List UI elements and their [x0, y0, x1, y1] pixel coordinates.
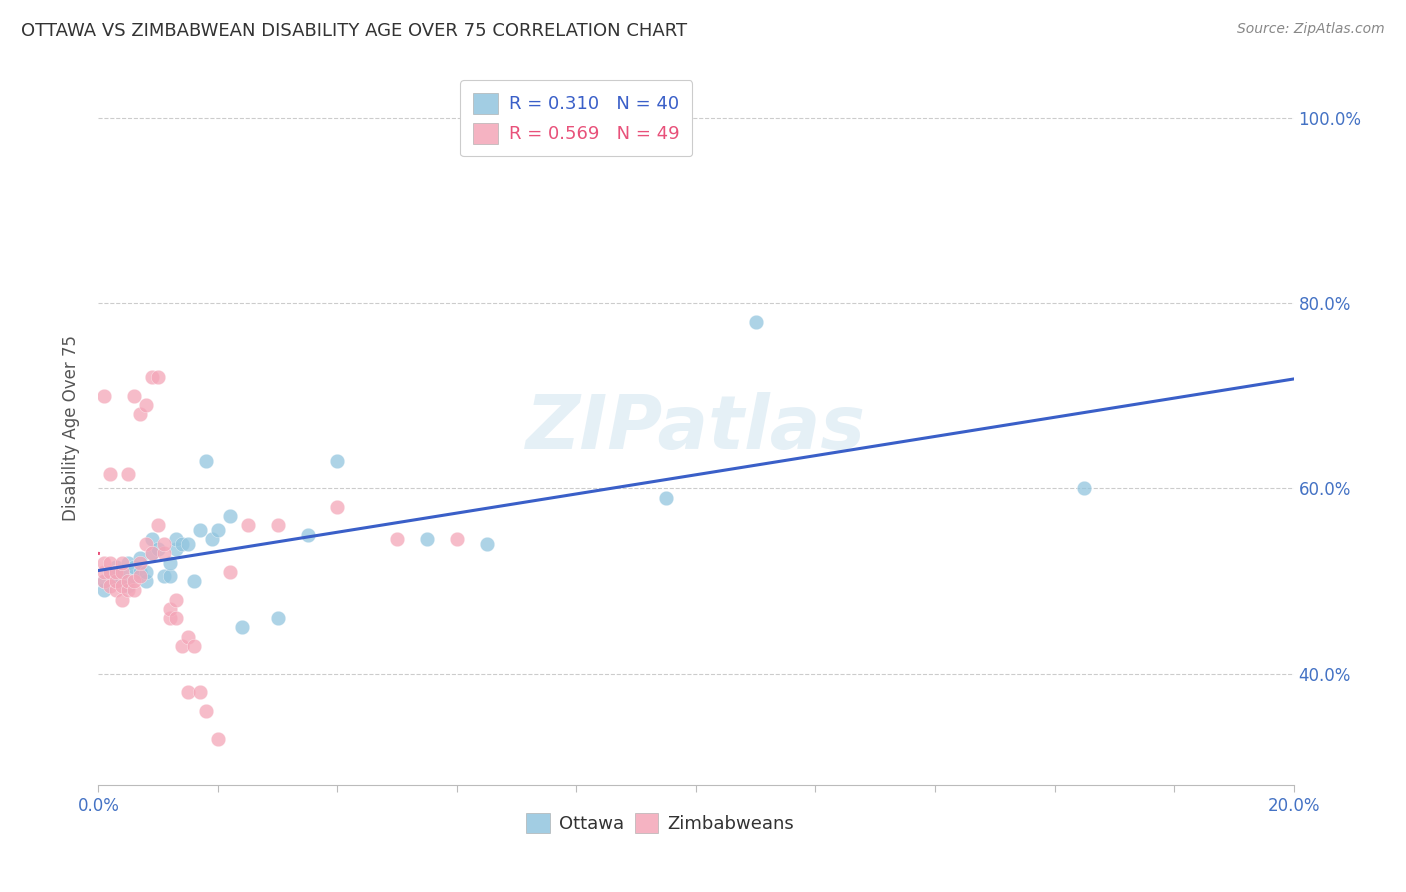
- Point: [98, 467, 122, 482]
- Point: [207, 731, 229, 746]
- Point: [207, 523, 229, 537]
- Point: [105, 574, 128, 588]
- Point: [105, 583, 128, 598]
- Point: [159, 602, 181, 616]
- Point: [165, 541, 187, 556]
- Point: [446, 533, 468, 547]
- Point: [124, 389, 146, 403]
- Point: [111, 574, 134, 588]
- Point: [267, 518, 290, 533]
- Point: [129, 565, 152, 579]
- Point: [105, 560, 128, 574]
- Point: [135, 565, 157, 579]
- Point: [129, 569, 152, 583]
- Point: [141, 546, 163, 560]
- Point: [159, 611, 181, 625]
- Point: [195, 453, 218, 467]
- Point: [1073, 482, 1095, 496]
- Point: [124, 583, 146, 598]
- Point: [172, 639, 194, 653]
- Point: [159, 569, 181, 583]
- Point: [135, 574, 157, 588]
- Point: [655, 491, 678, 505]
- Point: [177, 537, 200, 551]
- Point: [111, 565, 134, 579]
- Point: [93, 574, 115, 588]
- Point: [111, 592, 134, 607]
- Point: [98, 556, 122, 570]
- Point: [129, 550, 152, 565]
- Point: [117, 556, 139, 570]
- Point: [93, 583, 115, 598]
- Point: [172, 537, 194, 551]
- Point: [141, 533, 163, 547]
- Point: [231, 620, 253, 634]
- Text: ZIPatlas: ZIPatlas: [526, 392, 866, 465]
- Point: [745, 315, 768, 329]
- Point: [93, 565, 115, 579]
- Point: [183, 639, 205, 653]
- Point: [297, 527, 319, 541]
- Point: [153, 537, 176, 551]
- Point: [165, 592, 187, 607]
- Point: [135, 398, 157, 412]
- Point: [201, 533, 224, 547]
- Point: [148, 518, 170, 533]
- Point: [177, 685, 200, 699]
- Point: [385, 533, 409, 547]
- Point: [153, 569, 176, 583]
- Point: [148, 370, 170, 384]
- Legend: Ottawa, Zimbabweans: Ottawa, Zimbabweans: [519, 805, 801, 840]
- Point: [188, 685, 211, 699]
- Point: [111, 556, 134, 570]
- Point: [124, 569, 146, 583]
- Point: [141, 546, 163, 560]
- Point: [177, 630, 200, 644]
- Text: OTTAWA VS ZIMBABWEAN DISABILITY AGE OVER 75 CORRELATION CHART: OTTAWA VS ZIMBABWEAN DISABILITY AGE OVER…: [21, 22, 688, 40]
- Point: [148, 541, 170, 556]
- Point: [165, 611, 187, 625]
- Text: Source: ZipAtlas.com: Source: ZipAtlas.com: [1237, 22, 1385, 37]
- Point: [93, 556, 115, 570]
- Point: [326, 500, 349, 514]
- Point: [236, 518, 259, 533]
- Point: [135, 537, 157, 551]
- Point: [124, 574, 146, 588]
- Point: [98, 565, 122, 579]
- Point: [111, 565, 134, 579]
- Point: [159, 556, 181, 570]
- Point: [98, 579, 122, 593]
- Point: [267, 611, 290, 625]
- Point: [93, 389, 115, 403]
- Point: [117, 574, 139, 588]
- Point: [153, 546, 176, 560]
- Point: [98, 565, 122, 579]
- Point: [93, 574, 115, 588]
- Point: [219, 509, 242, 524]
- Point: [111, 579, 134, 593]
- Point: [219, 565, 242, 579]
- Point: [117, 467, 139, 482]
- Point: [195, 704, 218, 718]
- Point: [416, 533, 439, 547]
- Point: [124, 560, 146, 574]
- Point: [188, 523, 211, 537]
- Point: [105, 574, 128, 588]
- Point: [129, 556, 152, 570]
- Point: [165, 533, 187, 547]
- Point: [105, 565, 128, 579]
- Point: [141, 370, 163, 384]
- Point: [117, 583, 139, 598]
- Y-axis label: Disability Age Over 75: Disability Age Over 75: [62, 335, 80, 521]
- Point: [117, 579, 139, 593]
- Point: [475, 537, 498, 551]
- Point: [183, 574, 205, 588]
- Point: [129, 407, 152, 421]
- Point: [326, 453, 349, 467]
